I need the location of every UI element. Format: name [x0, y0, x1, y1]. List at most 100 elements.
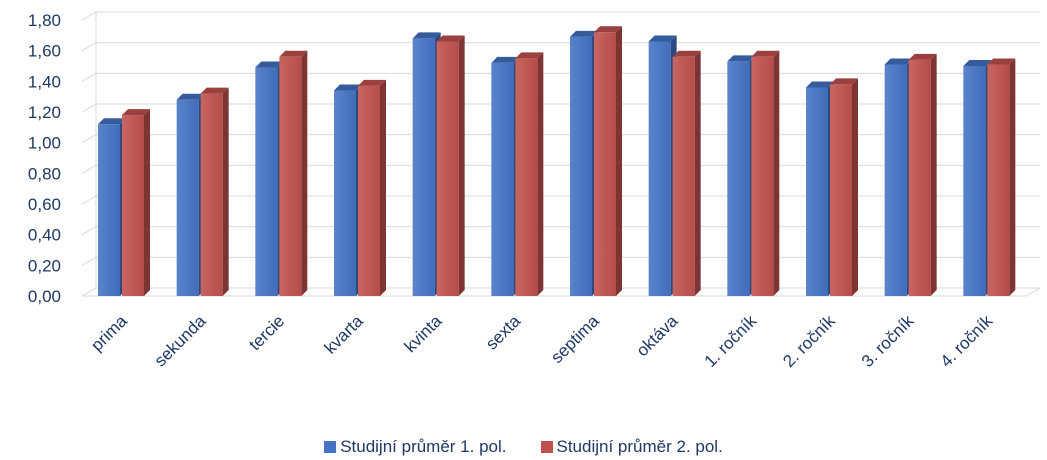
bar	[594, 26, 622, 297]
bar	[200, 87, 229, 296]
bar	[176, 93, 205, 296]
legend-label-series-2: Studijní průměr 2. pol.	[556, 437, 723, 456]
bar-top	[491, 56, 520, 63]
bar-top	[515, 52, 544, 59]
bar-top	[806, 81, 834, 88]
bar-front	[491, 62, 514, 296]
gridline-depth	[81, 287, 97, 297]
bar-side	[144, 109, 150, 296]
bar-top	[648, 35, 677, 42]
bar-top	[751, 50, 780, 57]
bar	[648, 35, 677, 296]
x-tick-label: kvarta	[321, 311, 368, 358]
bar-top	[176, 93, 205, 100]
x-tick-label: 2. ročník	[779, 311, 839, 371]
bar-front	[987, 64, 1010, 296]
bar-front	[358, 85, 380, 296]
bar-front	[98, 124, 120, 297]
bar	[908, 53, 937, 296]
y-tick-label: 1,80	[28, 11, 61, 30]
bar	[987, 58, 1016, 296]
bar-top	[594, 26, 622, 33]
x-tick-label: oktáva	[633, 311, 682, 360]
bar-side	[694, 50, 701, 296]
y-tick-label: 0,80	[28, 164, 61, 183]
bar	[122, 109, 150, 296]
bar	[884, 58, 913, 296]
bar-top	[122, 109, 150, 116]
bar-side	[852, 78, 858, 297]
x-tick-label: 1. ročník	[701, 311, 761, 371]
bar-top	[358, 79, 386, 86]
bar	[255, 61, 284, 297]
bar-side	[380, 79, 386, 296]
bar	[279, 50, 308, 296]
y-tick-label: 1,20	[28, 103, 61, 122]
bar-top	[884, 58, 913, 65]
bar	[491, 56, 520, 296]
gridline-depth	[81, 103, 97, 113]
bar-front	[908, 59, 931, 296]
y-tick-label: 0,40	[28, 226, 61, 245]
x-tick-label: septima	[547, 311, 603, 367]
bar-front	[334, 90, 356, 297]
legend-swatch-series-1	[324, 441, 337, 453]
bar-top	[412, 32, 441, 39]
x-tick-label: tercie	[245, 311, 288, 354]
bar-top	[987, 58, 1016, 65]
bar	[436, 35, 465, 296]
bar	[672, 50, 701, 296]
bar	[806, 81, 834, 296]
x-tick-label: sexta	[482, 311, 525, 354]
bar-front	[412, 38, 435, 297]
x-tick-label: 3. ročník	[858, 311, 918, 371]
bar-front	[806, 87, 828, 296]
x-tick-label: 4. ročník	[937, 311, 997, 371]
bar	[570, 30, 598, 296]
bar-top	[570, 30, 598, 37]
bar-front	[751, 56, 774, 296]
x-tick-label: kvinta	[401, 311, 446, 356]
gridline-depth	[81, 72, 97, 82]
bar	[751, 50, 780, 296]
bar-front	[570, 36, 592, 296]
bar-side	[222, 87, 229, 296]
bar-front	[200, 93, 223, 296]
bar	[98, 118, 126, 297]
bar	[358, 79, 386, 296]
bar-front	[884, 64, 907, 296]
bar-top	[279, 50, 308, 57]
bar-front	[176, 99, 199, 296]
bar-top	[672, 50, 701, 57]
bar-front	[672, 56, 695, 296]
bar-front	[436, 41, 459, 296]
gridline-depth	[81, 195, 97, 205]
bar-top	[255, 61, 284, 68]
bar-front	[830, 84, 852, 297]
gridline-depth	[81, 164, 97, 174]
gridline-depth	[81, 226, 97, 236]
legend-item-series-1: Studijní průměr 1. pol.	[324, 437, 507, 457]
legend-swatch-series-2	[540, 441, 553, 453]
bar	[334, 84, 362, 297]
y-tick-label: 0,00	[28, 287, 61, 306]
bar-chart: 0,00 0,20 0,40 0,60 0,80 1,00 1,20 1,40 1,60 1,80…	[28, 11, 1041, 371]
y-tick-label: 1,60	[28, 42, 61, 61]
y-tick-label: 1,00	[28, 134, 61, 153]
bar-side	[1009, 58, 1016, 296]
gridline-depth	[81, 256, 97, 266]
bar-side	[616, 26, 622, 297]
bar-side	[773, 50, 780, 296]
floor-right-edge	[1025, 287, 1041, 297]
bar-front	[122, 115, 144, 296]
bar-front	[279, 56, 302, 296]
bar-side	[930, 53, 937, 296]
y-tick-label: 0,60	[28, 195, 61, 214]
x-tick-label: sekunda	[151, 311, 210, 370]
bar-front	[515, 58, 538, 297]
bar-front	[255, 67, 278, 297]
gridline-depth	[81, 11, 97, 21]
bar-top	[727, 55, 756, 62]
bar-side	[458, 35, 465, 296]
bar	[830, 78, 858, 297]
